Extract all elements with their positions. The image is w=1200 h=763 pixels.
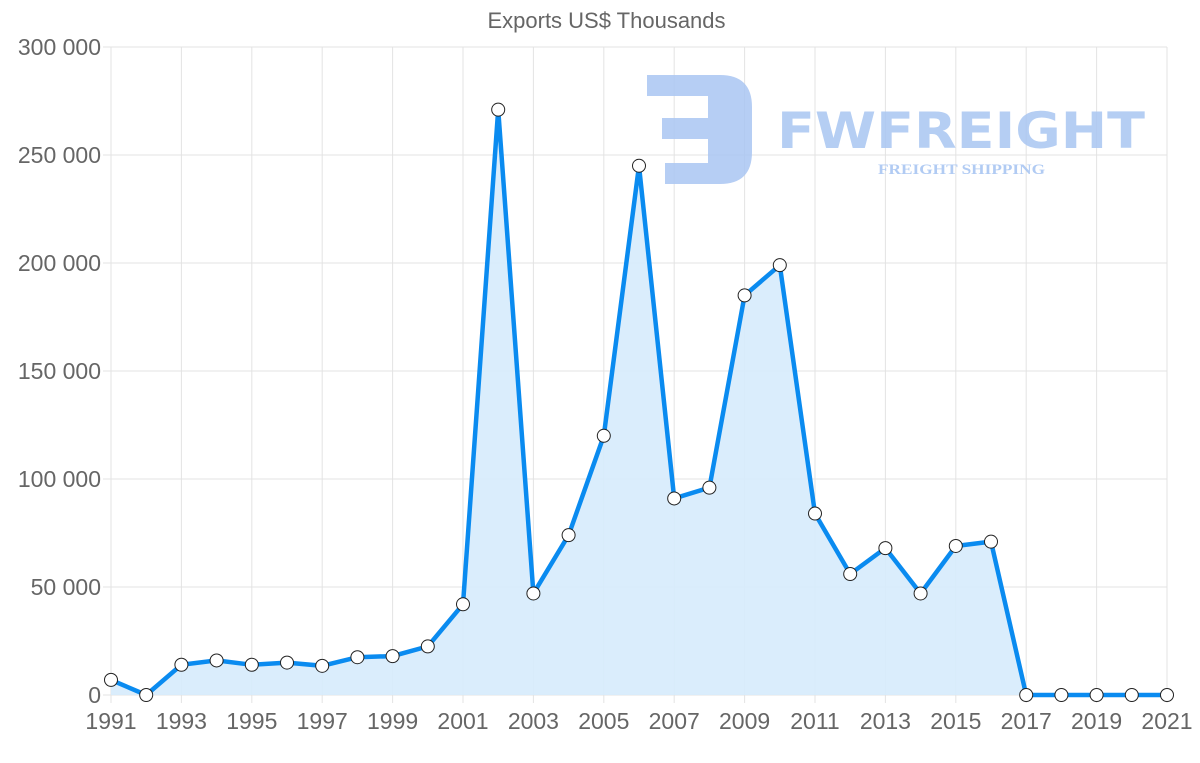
data-point-1997[interactable] xyxy=(315,658,330,673)
data-point-2012[interactable] xyxy=(843,567,858,582)
watermark-tagline: FREIGHT SHIPPING xyxy=(878,162,1045,178)
data-point-1996[interactable] xyxy=(280,655,294,670)
data-point-1993[interactable] xyxy=(174,657,189,672)
y-tick-label: 150 000 xyxy=(18,358,101,384)
fwfreight-watermark: FWFREIGHT FREIGHT SHIPPING xyxy=(647,75,1145,184)
y-tick-label: 300 000 xyxy=(18,34,101,60)
y-tick-label: 50 000 xyxy=(31,574,101,600)
x-tick-label: 2003 xyxy=(508,708,559,734)
data-point-1992[interactable] xyxy=(139,688,154,702)
x-tick-label: 1993 xyxy=(156,708,207,734)
data-point-2020[interactable] xyxy=(1124,688,1139,702)
data-point-2014[interactable] xyxy=(913,586,928,601)
x-tick-label: 2001 xyxy=(437,708,488,734)
x-tick-label: 2021 xyxy=(1141,708,1192,734)
data-point-2001[interactable] xyxy=(456,597,470,612)
data-point-2009[interactable] xyxy=(737,288,752,303)
data-point-2017[interactable] xyxy=(1019,688,1034,702)
data-point-2015[interactable] xyxy=(948,538,963,553)
data-point-2006[interactable] xyxy=(632,158,646,173)
x-tick-label: 2015 xyxy=(930,708,981,734)
data-point-2021[interactable] xyxy=(1160,688,1174,702)
y-tick-label: 100 000 xyxy=(18,466,101,492)
data-point-2019[interactable] xyxy=(1089,688,1104,702)
data-point-2000[interactable] xyxy=(420,639,435,654)
x-tick-label: 1999 xyxy=(367,708,418,734)
data-point-2005[interactable] xyxy=(596,428,611,443)
data-point-2018[interactable] xyxy=(1054,688,1069,702)
data-point-2011[interactable] xyxy=(808,506,822,521)
y-axis-ticks: 0 50 000 100 000 150 000 200 000 250 000 300 0… xyxy=(18,34,101,708)
data-point-1998[interactable] xyxy=(350,650,365,665)
x-tick-label: 2013 xyxy=(860,708,911,734)
data-point-2004[interactable] xyxy=(561,528,576,543)
x-tick-label: 2011 xyxy=(790,708,839,734)
x-tick-label: 2017 xyxy=(1001,708,1052,734)
x-tick-label: 1991 xyxy=(85,708,136,734)
data-point-1991[interactable] xyxy=(104,672,118,687)
watermark-brand: FWFREIGHT xyxy=(777,102,1145,160)
x-tick-label: 2019 xyxy=(1071,708,1122,734)
exports-area-fill xyxy=(111,109,1167,696)
x-tick-label: 1997 xyxy=(297,708,348,734)
y-tick-label: 0 xyxy=(88,682,101,708)
chart-title: Exports US$ Thousands xyxy=(487,8,726,33)
data-point-1995[interactable] xyxy=(244,657,259,672)
fwfreight-logo-icon xyxy=(647,75,752,184)
x-tick-label: 2007 xyxy=(649,708,700,734)
data-point-1994[interactable] xyxy=(209,653,224,668)
x-tick-label: 1995 xyxy=(226,708,277,734)
y-tick-label: 250 000 xyxy=(18,142,101,168)
data-point-2007[interactable] xyxy=(667,491,682,506)
x-tick-label: 2009 xyxy=(719,708,770,734)
data-points xyxy=(104,102,1174,702)
data-point-2008[interactable] xyxy=(702,480,717,495)
x-tick-label: 2005 xyxy=(578,708,629,734)
data-point-2016[interactable] xyxy=(984,534,998,549)
y-tick-label: 200 000 xyxy=(18,250,101,276)
data-point-1999[interactable] xyxy=(385,649,400,664)
data-point-2010[interactable] xyxy=(772,258,787,273)
data-point-2003[interactable] xyxy=(526,586,541,601)
data-point-2013[interactable] xyxy=(878,541,893,556)
x-axis-ticks: 1991 1993 1995 1997 1999 2001 2003 2005 2007 2009… xyxy=(85,708,1192,734)
data-point-2002[interactable] xyxy=(491,102,506,117)
